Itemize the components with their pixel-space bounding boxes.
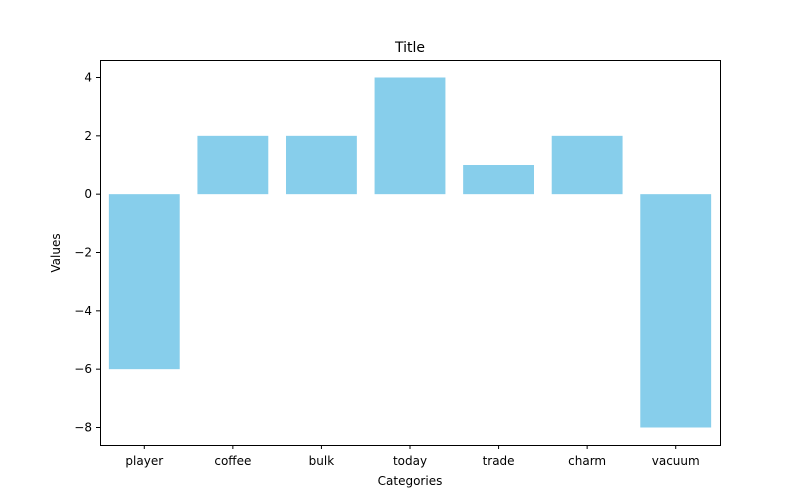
bar-trade (463, 165, 534, 195)
bar-coffee (197, 135, 269, 195)
plot-frame (100, 60, 721, 446)
y-ticks-group: 4 2 0 −2 −4 −6 −8 (74, 71, 100, 435)
bar-charm (551, 135, 623, 195)
x-ticks-group: player coffee bulk today trade charm vacuum (125, 445, 700, 468)
bar-bulk (286, 135, 357, 195)
x-tick-label: bulk (309, 454, 335, 468)
x-tick-label: trade (483, 454, 515, 468)
x-tick-label: charm (568, 454, 606, 468)
x-tick-label: today (393, 454, 427, 468)
x-tick-label: vacuum (652, 454, 700, 468)
bars-group (108, 77, 712, 428)
bar-player (108, 194, 180, 370)
bar-today (374, 77, 446, 195)
x-tick-label: player (125, 454, 163, 468)
bar-vacuum (640, 194, 712, 428)
x-axis-title: Categories (378, 474, 443, 488)
chart-title: Title (394, 40, 425, 56)
y-axis-title: Values (49, 233, 63, 272)
y-tick-label: −4 (74, 304, 92, 318)
x-tick-label: coffee (214, 454, 251, 468)
y-tick-label: −6 (74, 362, 92, 376)
y-tick-label: −2 (74, 246, 92, 260)
y-tick-label: −8 (74, 421, 92, 435)
y-tick-label: 0 (84, 187, 92, 201)
y-tick-label: 4 (84, 71, 92, 85)
y-tick-label: 2 (84, 129, 92, 143)
